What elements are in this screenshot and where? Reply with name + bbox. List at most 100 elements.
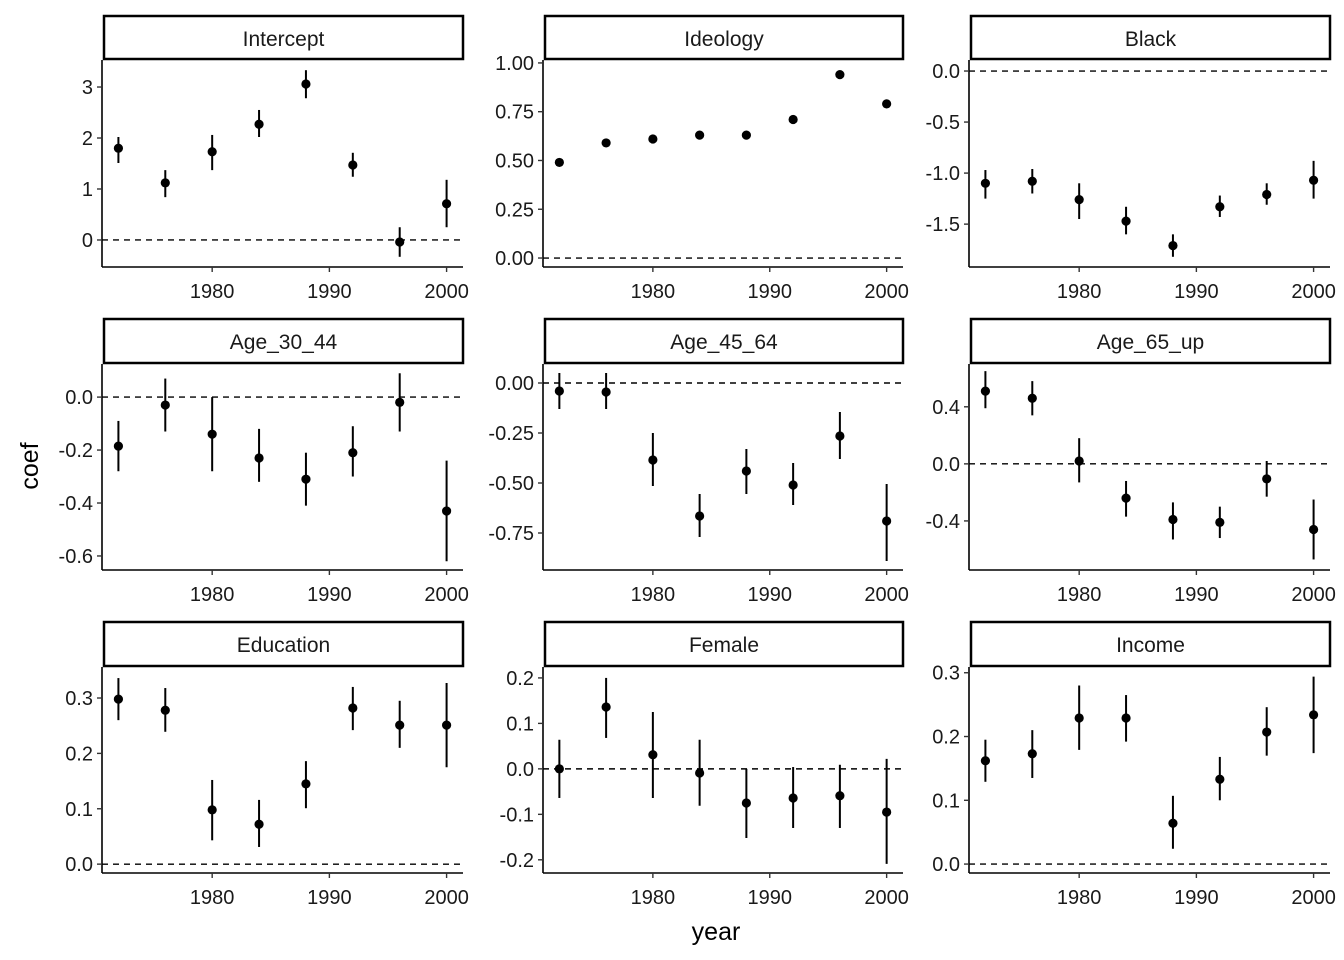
data-point: [741, 130, 751, 140]
data-point: [160, 178, 170, 188]
strip-box: [543, 620, 905, 668]
strip-label: Age_30_44: [230, 331, 338, 354]
data-point: [695, 130, 705, 140]
data-point: [648, 750, 658, 760]
panel-age-65-up: Age_65_up 0.4 0.0 -0.4 1980 1990 2000: [926, 317, 1336, 606]
data-point: [348, 703, 358, 713]
data-point: [554, 764, 564, 774]
data-point: [254, 119, 264, 129]
data-point: [788, 793, 798, 803]
data-point: [1074, 456, 1084, 466]
data-point: [741, 466, 751, 476]
y-tick-label: 0.0: [65, 387, 93, 409]
y-tick-label: -0.4: [926, 511, 960, 533]
panel-age-45-64: Age_45_64 0.00 -0.25 -0.50 -0.75 1980 1990 2000: [488, 317, 909, 606]
y-tick-label: 0.0: [932, 454, 960, 476]
data-point: [554, 386, 564, 396]
x-tick-label: 1990: [748, 887, 793, 909]
data-point: [348, 160, 358, 170]
y-tick-label: 0.1: [932, 790, 960, 812]
strip-label: Age_65_up: [1097, 331, 1204, 354]
data-point: [1215, 202, 1225, 212]
x-tick-label: 1990: [307, 584, 352, 606]
data-point: [301, 779, 311, 789]
y-tick-label: -0.75: [488, 523, 534, 545]
data-point: [980, 386, 991, 396]
y-tick-label: 0.0: [932, 854, 960, 876]
strip-label: Ideology: [684, 28, 764, 51]
data-point: [695, 768, 705, 778]
panel-black: Black 0.0 -0.5 -1.0 -1.5 1980 1990 2000: [926, 14, 1336, 303]
x-tick-label: 1990: [307, 887, 352, 909]
data-point: [113, 143, 124, 153]
data-point: [207, 805, 217, 815]
data-point: [980, 178, 991, 188]
y-tick-label: -0.25: [488, 423, 534, 445]
y-axis-title: coef: [16, 442, 44, 489]
x-tick-label: 2000: [424, 887, 469, 909]
y-tick-label: 0.50: [495, 150, 534, 172]
data-point: [254, 453, 264, 463]
y-tick-label: 0.0: [932, 61, 960, 83]
data-point: [1308, 175, 1319, 185]
x-tick-label: 2000: [1291, 887, 1336, 909]
y-tick-label: 0.1: [65, 799, 93, 821]
y-tick-label: -0.4: [59, 493, 93, 515]
data-point: [254, 819, 264, 829]
data-point: [601, 387, 611, 397]
x-tick-label: 2000: [1291, 281, 1336, 303]
strip-box: [543, 14, 905, 61]
data-point: [301, 474, 311, 484]
data-point: [835, 791, 845, 801]
x-tick-label: 2000: [424, 584, 469, 606]
data-point: [1027, 393, 1037, 403]
data-point: [113, 441, 124, 451]
x-tick-label: 1980: [190, 281, 235, 303]
data-point: [648, 134, 658, 144]
data-point: [301, 79, 311, 89]
x-tick-label: 2000: [1291, 584, 1336, 606]
data-point: [1308, 710, 1319, 720]
y-tick-label: 0.4: [932, 397, 960, 419]
y-tick-label: 0.2: [65, 743, 93, 765]
data-point: [441, 720, 452, 730]
y-tick-label: 0.3: [932, 663, 960, 685]
data-point: [1121, 713, 1131, 723]
strip-label: Education: [237, 634, 330, 657]
y-tick-label: 1: [82, 179, 93, 201]
x-tick-label: 1990: [307, 281, 352, 303]
data-point: [882, 807, 892, 817]
data-point: [1215, 774, 1225, 784]
y-tick-label: 0.3: [65, 688, 93, 710]
data-point: [882, 516, 892, 526]
data-point: [348, 448, 358, 458]
y-tick-label: -0.2: [59, 440, 93, 462]
x-tick-label: 1980: [631, 281, 676, 303]
y-tick-label: 0.2: [932, 727, 960, 749]
y-tick-label: -0.6: [59, 546, 93, 568]
panel-intercept: Intercept 0 1 2 3 1980 1990 2000: [82, 14, 469, 303]
data-point: [1262, 727, 1272, 737]
y-tick-label: 0.25: [495, 199, 534, 221]
strip-label: Female: [689, 634, 759, 657]
data-point: [1121, 216, 1131, 226]
data-point: [1308, 524, 1319, 535]
x-tick-label: 1980: [190, 887, 235, 909]
data-point: [1121, 493, 1131, 503]
panel-ideology: Ideology 0.00 0.25 0.50 0.75 1.00 1980 1990 2000: [495, 14, 909, 303]
x-tick-label: 1980: [1057, 584, 1102, 606]
y-tick-label: -1.0: [926, 163, 960, 185]
x-tick-label: 1980: [631, 584, 676, 606]
data-point: [1262, 474, 1272, 484]
data-point: [980, 756, 991, 766]
x-tick-label: 2000: [864, 887, 909, 909]
y-tick-label: 2: [82, 128, 93, 150]
data-point: [695, 511, 705, 521]
y-tick-label: -0.5: [926, 112, 960, 134]
x-tick-label: 2000: [424, 281, 469, 303]
strip-box: [102, 620, 465, 668]
panel-education: Education 0.0 0.1 0.2 0.3 1980 1990 2000: [65, 620, 469, 909]
data-point: [395, 720, 405, 730]
x-tick-label: 1980: [190, 584, 235, 606]
